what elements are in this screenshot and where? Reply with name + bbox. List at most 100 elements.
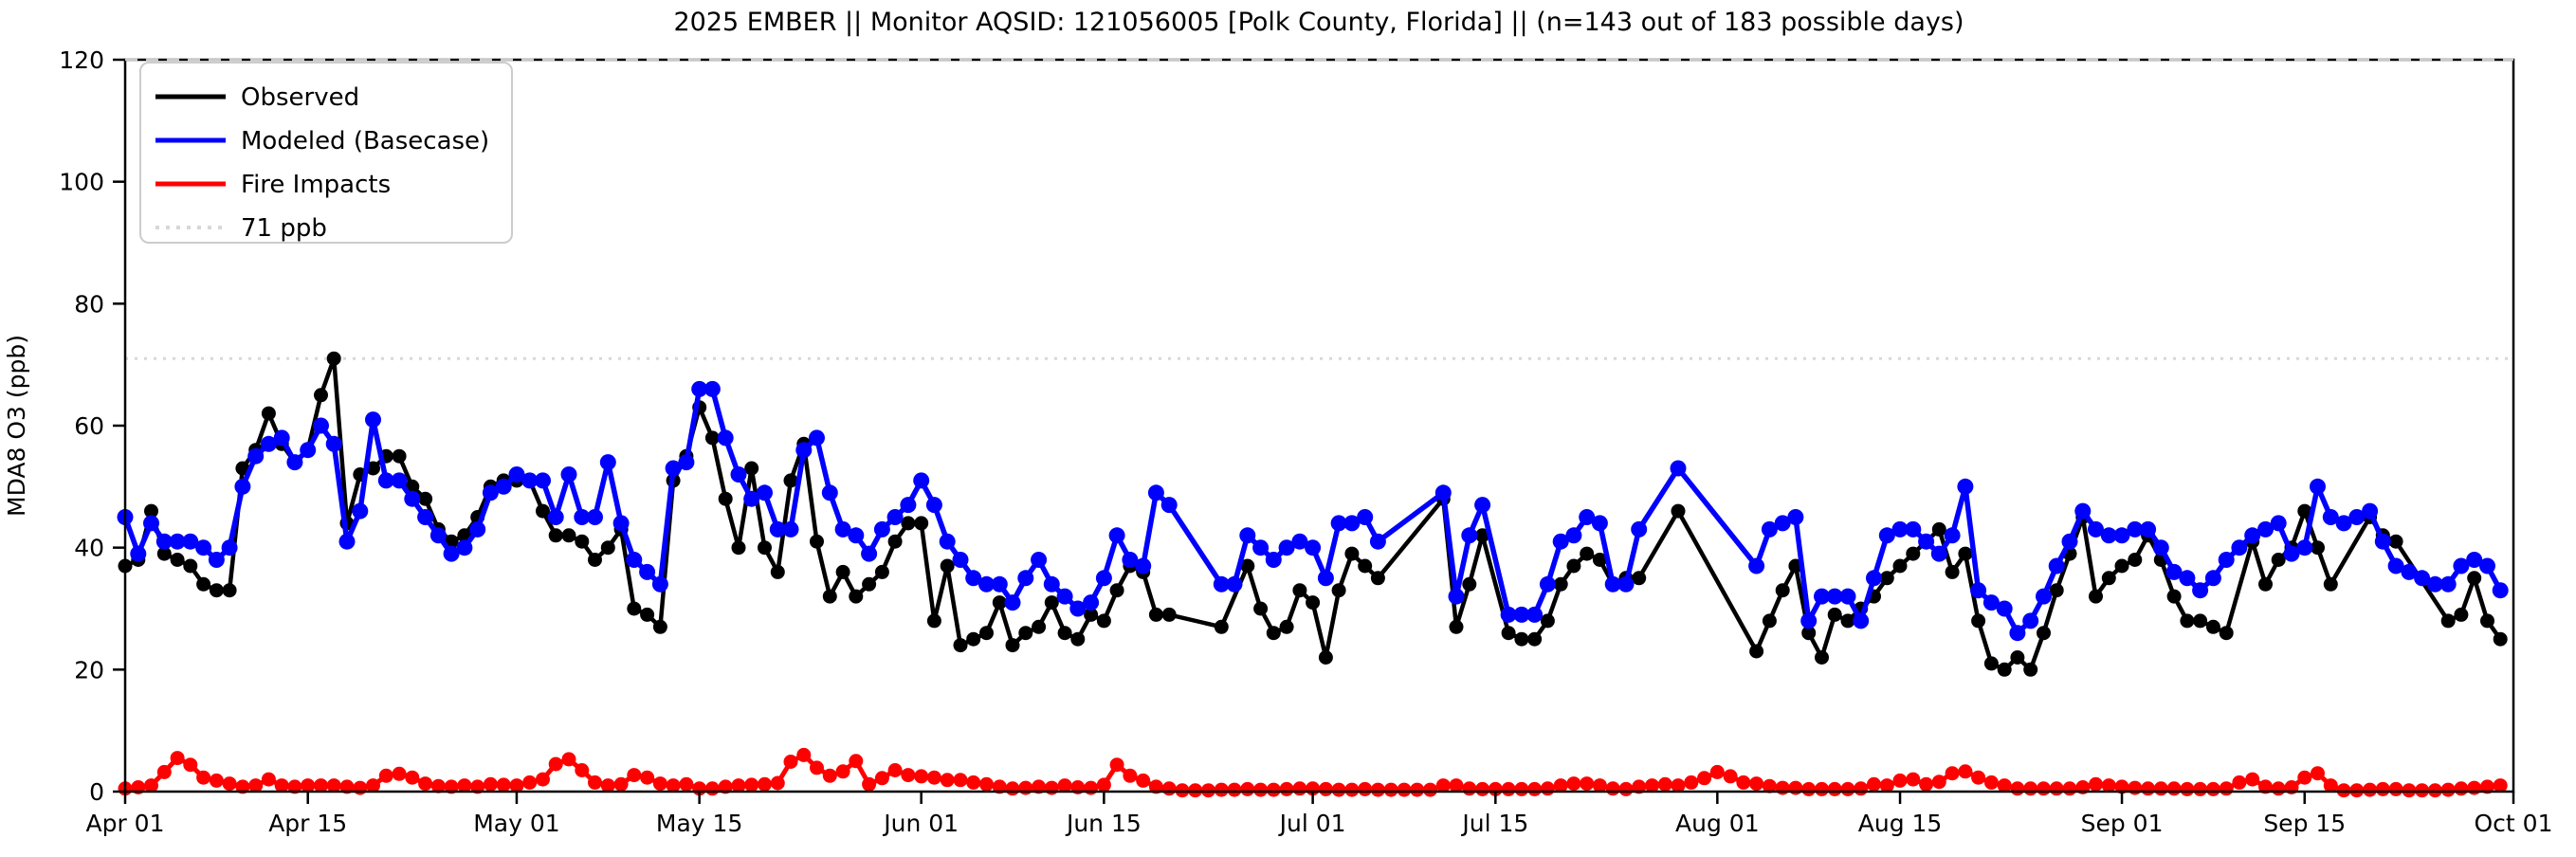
marker-observed (314, 388, 328, 403)
marker-observed (196, 576, 211, 592)
marker-observed (156, 546, 172, 561)
marker-modeled-basecase (1670, 460, 1687, 477)
marker-fire-impacts (509, 778, 524, 793)
marker-fire-impacts (1331, 782, 1346, 797)
marker-modeled-basecase (2310, 478, 2326, 495)
marker-modeled-basecase (2414, 570, 2431, 587)
marker-fire-impacts (144, 778, 158, 793)
marker-modeled-basecase (2165, 563, 2183, 580)
marker-observed (940, 558, 955, 574)
marker-observed (1161, 607, 1177, 622)
marker-fire-impacts (378, 768, 393, 783)
marker-modeled-basecase (2100, 527, 2117, 544)
marker-fire-impacts (822, 768, 837, 783)
marker-modeled-basecase (1474, 497, 1491, 514)
marker-fire-impacts (1501, 781, 1516, 796)
marker-observed (222, 583, 237, 598)
marker-modeled-basecase (143, 515, 159, 532)
marker-observed (887, 534, 903, 549)
marker-observed (2440, 613, 2456, 629)
marker-fire-impacts (1971, 770, 1986, 785)
marker-fire-impacts (2323, 778, 2338, 793)
marker-modeled-basecase (2192, 582, 2209, 599)
marker-fire-impacts (1096, 777, 1111, 793)
marker-observed (366, 461, 380, 476)
marker-fire-impacts (2415, 783, 2430, 798)
marker-fire-impacts (274, 778, 289, 793)
marker-modeled-basecase (1317, 570, 1334, 587)
marker-fire-impacts (1840, 781, 1855, 796)
marker-fire-impacts (1084, 780, 1099, 795)
marker-fire-impacts (704, 781, 720, 796)
marker-modeled-basecase (260, 435, 277, 452)
marker-fire-impacts (862, 776, 877, 792)
marker-fire-impacts (2089, 776, 2103, 792)
series-group (117, 351, 2509, 798)
marker-modeled-basecase (587, 509, 603, 525)
marker-fire-impacts (2166, 781, 2182, 796)
marker-observed (2128, 553, 2143, 567)
x-tick-label: Jul 15 (1460, 810, 1528, 837)
marker-modeled-basecase (2088, 520, 2104, 538)
marker-fire-impacts (1292, 781, 1307, 796)
marker-fire-impacts (2205, 781, 2220, 796)
marker-modeled-basecase (717, 429, 734, 447)
marker-observed (144, 503, 158, 519)
marker-fire-impacts (1318, 781, 1333, 796)
marker-fire-impacts (1958, 764, 1973, 779)
marker-observed (1057, 626, 1072, 641)
chart-title: 2025 EMBER || Monitor AQSID: 121056005 [… (673, 8, 1964, 37)
marker-observed (1214, 619, 1229, 634)
marker-modeled-basecase (2204, 570, 2221, 587)
marker-modeled-basecase (1083, 594, 1100, 611)
marker-observed (2311, 540, 2325, 556)
marker-fire-impacts (2493, 778, 2508, 793)
marker-fire-impacts (248, 778, 264, 793)
marker-modeled-basecase (1944, 527, 1961, 544)
marker-fire-impacts (1435, 778, 1451, 793)
legend-label-modeled: Modeled (Basecase) (241, 127, 489, 155)
marker-fire-impacts (2363, 782, 2378, 797)
marker-modeled-basecase (1604, 575, 1621, 593)
marker-modeled-basecase (352, 502, 369, 520)
y-tick-label: 0 (89, 778, 104, 806)
marker-modeled-basecase (1369, 533, 1386, 550)
marker-fire-impacts (1867, 776, 1881, 792)
marker-fire-impacts (1879, 778, 1894, 793)
marker-modeled-basecase (1814, 588, 1830, 605)
marker-modeled-basecase (130, 545, 147, 562)
marker-fire-impacts (314, 778, 328, 793)
marker-fire-impacts (1892, 773, 1908, 788)
marker-modeled-basecase (1800, 612, 1818, 629)
marker-modeled-basecase (809, 429, 825, 447)
marker-modeled-basecase (1357, 509, 1374, 525)
legend-box (139, 62, 513, 244)
marker-modeled-basecase (469, 520, 486, 538)
marker-modeled-basecase (782, 520, 799, 538)
marker-modeled-basecase (535, 472, 551, 489)
marker-fire-impacts (1540, 781, 1555, 796)
marker-modeled-basecase (547, 509, 564, 525)
marker-fire-impacts (679, 776, 694, 792)
x-tick-label: Aug 01 (1675, 810, 1760, 837)
marker-observed (1084, 607, 1099, 622)
marker-modeled-basecase (1853, 612, 1870, 629)
marker-observed (2297, 503, 2312, 519)
marker-modeled-basecase (2022, 612, 2039, 629)
marker-fire-impacts (457, 778, 472, 793)
marker-modeled-basecase (1500, 606, 1517, 623)
marker-observed (1449, 619, 1464, 634)
marker-modeled-basecase (743, 490, 760, 507)
marker-observed (1344, 546, 1360, 561)
marker-modeled-basecase (325, 435, 342, 452)
marker-modeled-basecase (1434, 484, 1452, 501)
marker-fire-impacts (992, 779, 1007, 794)
marker-observed (170, 553, 185, 567)
marker-modeled-basecase (886, 509, 904, 525)
marker-observed (810, 534, 824, 549)
marker-fire-impacts (1645, 778, 1659, 793)
marker-observed (1370, 571, 1385, 586)
marker-modeled-basecase (965, 570, 982, 587)
marker-fire-impacts (1580, 776, 1595, 792)
marker-modeled-basecase (1108, 527, 1125, 544)
